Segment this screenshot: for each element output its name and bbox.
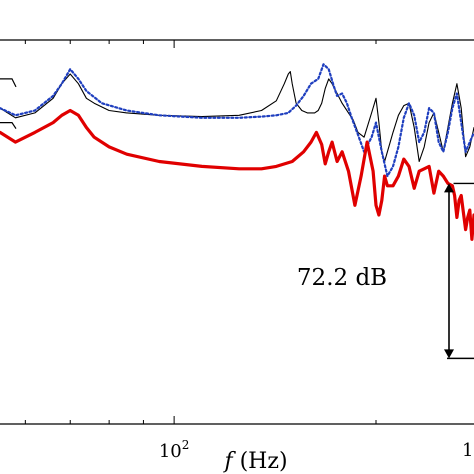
x-tick-label-partial: 1 — [462, 440, 473, 461]
annotation-layer: 72.2 dB — [0, 78, 474, 360]
series-line-3 — [0, 108, 474, 241]
x-tick-label: 102 — [159, 438, 190, 462]
series-line-1 — [0, 71, 474, 163]
axis-labels: 102 f (Hz) 1 — [159, 438, 474, 474]
annotation-label: 72.2 dB — [297, 265, 387, 291]
plot-area — [0, 63, 474, 241]
peak-marker-1 — [0, 78, 17, 88]
axes — [0, 39, 474, 425]
annotation-arrowhead-up — [444, 183, 454, 193]
peak-marker-2 — [0, 122, 17, 129]
annotation-arrowhead-down — [444, 349, 454, 359]
series-line-2 — [0, 63, 474, 178]
x-axis-label: f (Hz) — [222, 449, 287, 474]
